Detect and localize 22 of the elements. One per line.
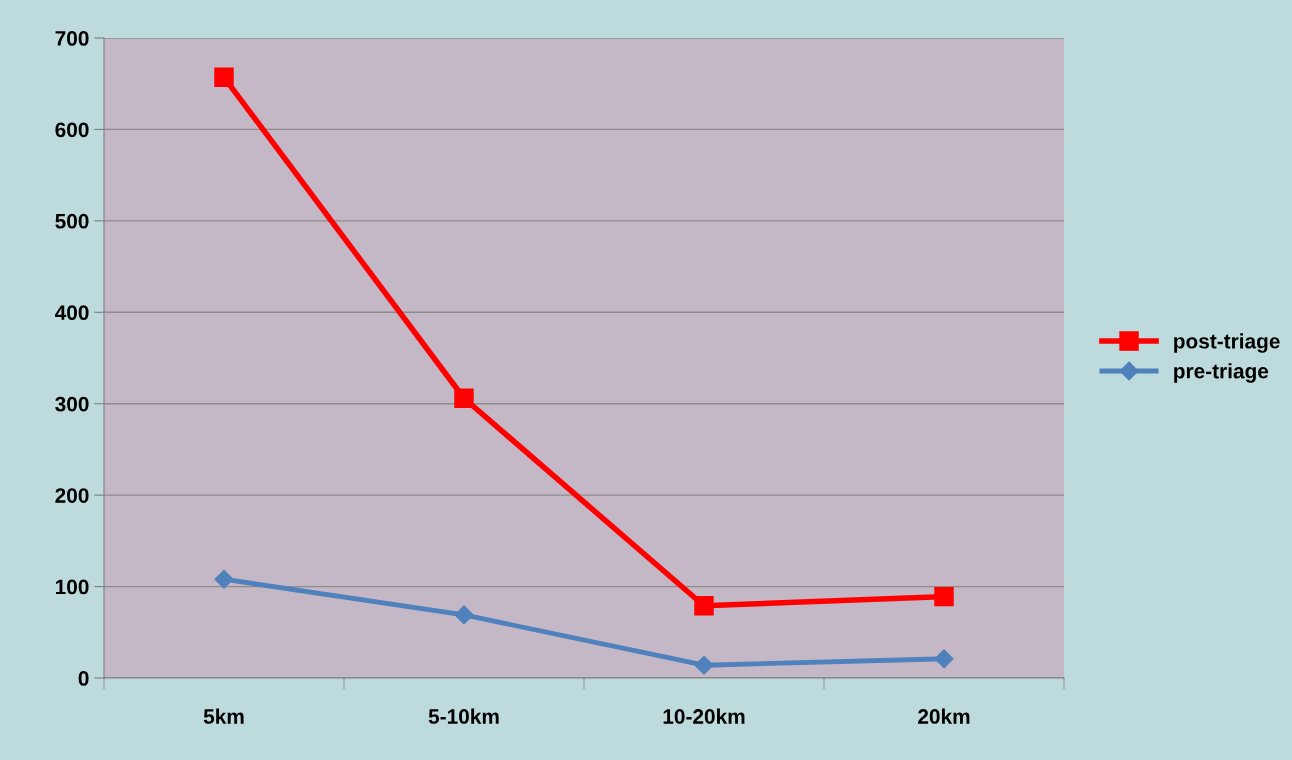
legend-label: pre-triage (1174, 363, 1269, 383)
y-tick-label: 300 (55, 396, 89, 412)
point (214, 569, 234, 589)
y-tick-label: 700 (55, 31, 89, 46)
point (934, 586, 954, 607)
x-tick-label: 5-10km (428, 708, 499, 724)
point (694, 655, 714, 675)
y-tick-label: 100 (55, 579, 89, 595)
y-tick-label: 500 (55, 213, 89, 229)
y-tick-label: 400 (54, 305, 89, 321)
y-tick-label: 0 (78, 671, 89, 686)
y-tick-label: 600 (55, 122, 89, 138)
point (694, 596, 714, 616)
point (454, 388, 474, 408)
point (934, 649, 954, 669)
point (454, 605, 474, 625)
point (214, 67, 234, 88)
x-tick-label: 5km (203, 708, 244, 724)
legend-label: post-triage (1174, 333, 1280, 353)
x-tick-label: 10-20km (663, 708, 745, 724)
y-tick-label: 200 (55, 488, 89, 503)
x-tick-label: 20km (918, 708, 970, 724)
